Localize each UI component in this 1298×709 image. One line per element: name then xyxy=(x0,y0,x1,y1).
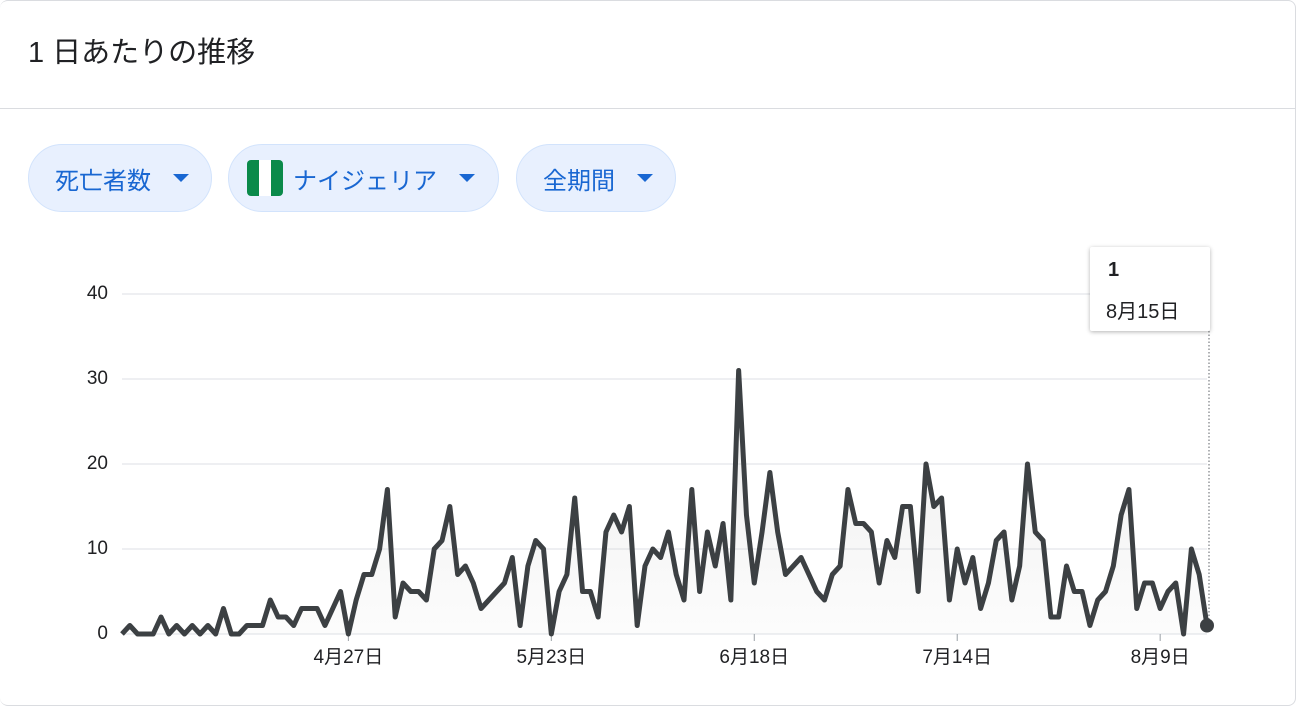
y-tick-label: 20 xyxy=(87,453,108,474)
x-tick-label: 5月23日 xyxy=(516,647,586,668)
period-filter[interactable]: 全期間 xyxy=(516,144,676,212)
country-filter[interactable]: ナイジェリア xyxy=(228,144,499,212)
x-tick-label: 6月18日 xyxy=(719,647,789,668)
x-tick-label: 4月27日 xyxy=(314,647,384,668)
tooltip-value: 1 xyxy=(1108,259,1120,281)
chip-label: 死亡者数 xyxy=(55,167,151,195)
area xyxy=(122,370,1207,634)
y-tick-label: 40 xyxy=(87,283,108,304)
divider xyxy=(0,108,1296,109)
hover-point xyxy=(1200,618,1214,633)
line xyxy=(120,368,1210,637)
y-tick-label: 10 xyxy=(87,538,108,559)
y-tick-label: 30 xyxy=(87,368,108,389)
metric-filter[interactable]: 死亡者数 xyxy=(28,144,212,212)
chip-label: 全期間 xyxy=(543,167,615,195)
caret xyxy=(637,174,653,182)
chip-label: ナイジェリア xyxy=(293,167,437,195)
tooltip: 1 8月15日 xyxy=(1090,247,1210,331)
caret xyxy=(173,174,189,182)
x-tick-label: 7月14日 xyxy=(922,647,992,668)
y-tick-label: 0 xyxy=(97,623,108,644)
flag xyxy=(247,160,283,196)
tooltip-date: 8月15日 xyxy=(1106,301,1180,323)
card-title: 1 日あたりの推移 xyxy=(28,37,256,69)
x-tick-label: 8月9日 xyxy=(1131,647,1190,668)
caret xyxy=(459,174,475,182)
